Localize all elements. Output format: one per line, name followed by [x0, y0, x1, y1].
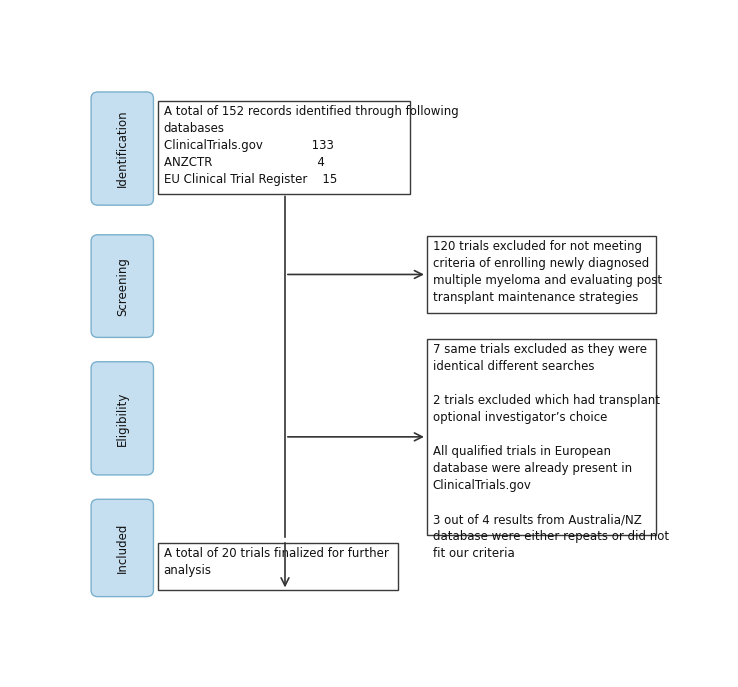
Bar: [427, 236, 655, 313]
FancyBboxPatch shape: [91, 92, 154, 205]
Bar: [158, 543, 399, 590]
Text: 7 same trials excluded as they were
identical different searches

2 trials exclu: 7 same trials excluded as they were iden…: [432, 344, 669, 560]
Text: Screening: Screening: [116, 257, 128, 315]
Text: Identification: Identification: [116, 110, 128, 188]
Text: Eligibility: Eligibility: [116, 391, 128, 446]
FancyBboxPatch shape: [91, 499, 154, 596]
Text: Included: Included: [116, 523, 128, 573]
Bar: [427, 339, 655, 534]
FancyBboxPatch shape: [91, 235, 154, 337]
Bar: [158, 101, 410, 194]
Text: 120 trials excluded for not meeting
criteria of enrolling newly diagnosed
multip: 120 trials excluded for not meeting crit…: [432, 240, 662, 304]
FancyBboxPatch shape: [91, 362, 154, 475]
Text: A total of 20 trials finalized for further
analysis: A total of 20 trials finalized for furth…: [164, 547, 389, 577]
Text: A total of 152 records identified through following
databases
ClinicalTrials.gov: A total of 152 records identified throug…: [164, 105, 458, 186]
